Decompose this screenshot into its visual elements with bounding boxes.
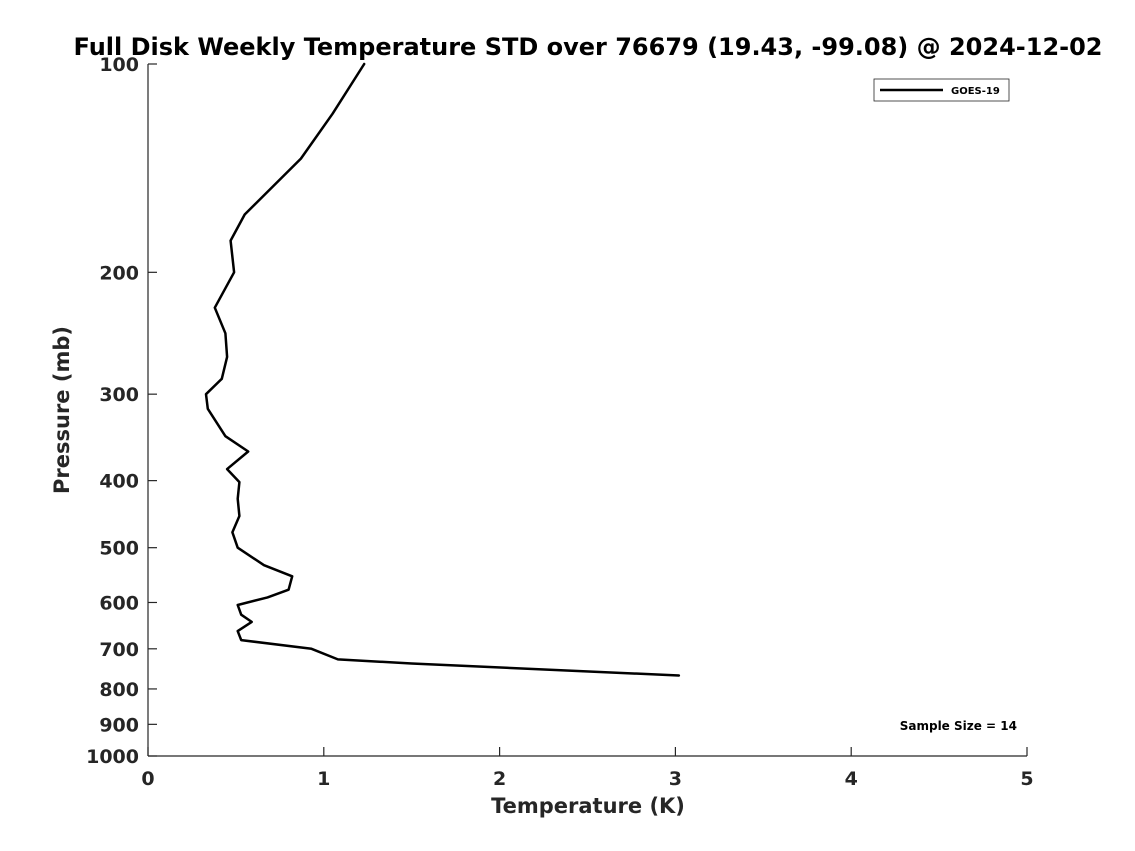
x-ticks: 0 1 2 3 4 5 bbox=[141, 747, 1034, 790]
x-tick-label: 0 bbox=[141, 768, 154, 790]
y-tick-label: 900 bbox=[99, 714, 139, 736]
x-tick-label: 5 bbox=[1020, 768, 1033, 790]
series-line-goes-19 bbox=[204, 62, 681, 677]
y-tick-label: 800 bbox=[99, 679, 139, 701]
x-tick-label: 4 bbox=[845, 768, 858, 790]
x-tick-label: 2 bbox=[493, 768, 506, 790]
y-tick-label: 400 bbox=[99, 471, 139, 493]
y-tick-label: 500 bbox=[99, 538, 139, 560]
chart-title: Full Disk Weekly Temperature STD over 76… bbox=[74, 33, 1103, 61]
series-layer bbox=[204, 62, 681, 677]
y-tick-label: 700 bbox=[99, 639, 139, 661]
legend-label-goes-19: GOES-19 bbox=[951, 86, 1000, 97]
y-tick-label: 200 bbox=[99, 262, 139, 284]
y-axis-label: Pressure (mb) bbox=[50, 326, 74, 494]
y-tick-label: 600 bbox=[99, 592, 139, 614]
y-ticks: 100 200 300 400 500 600 700 800 900 1000 bbox=[86, 54, 157, 768]
x-tick-label: 1 bbox=[317, 768, 330, 790]
legend: GOES-19 bbox=[873, 78, 1010, 102]
x-tick-label: 3 bbox=[669, 768, 682, 790]
y-tick-label: 1000 bbox=[86, 746, 139, 768]
y-tick-label: 300 bbox=[99, 384, 139, 406]
sample-size-annotation: Sample Size = 14 bbox=[900, 719, 1017, 733]
y-tick-label: 100 bbox=[99, 54, 139, 76]
x-axis-label: Temperature (K) bbox=[491, 794, 685, 818]
